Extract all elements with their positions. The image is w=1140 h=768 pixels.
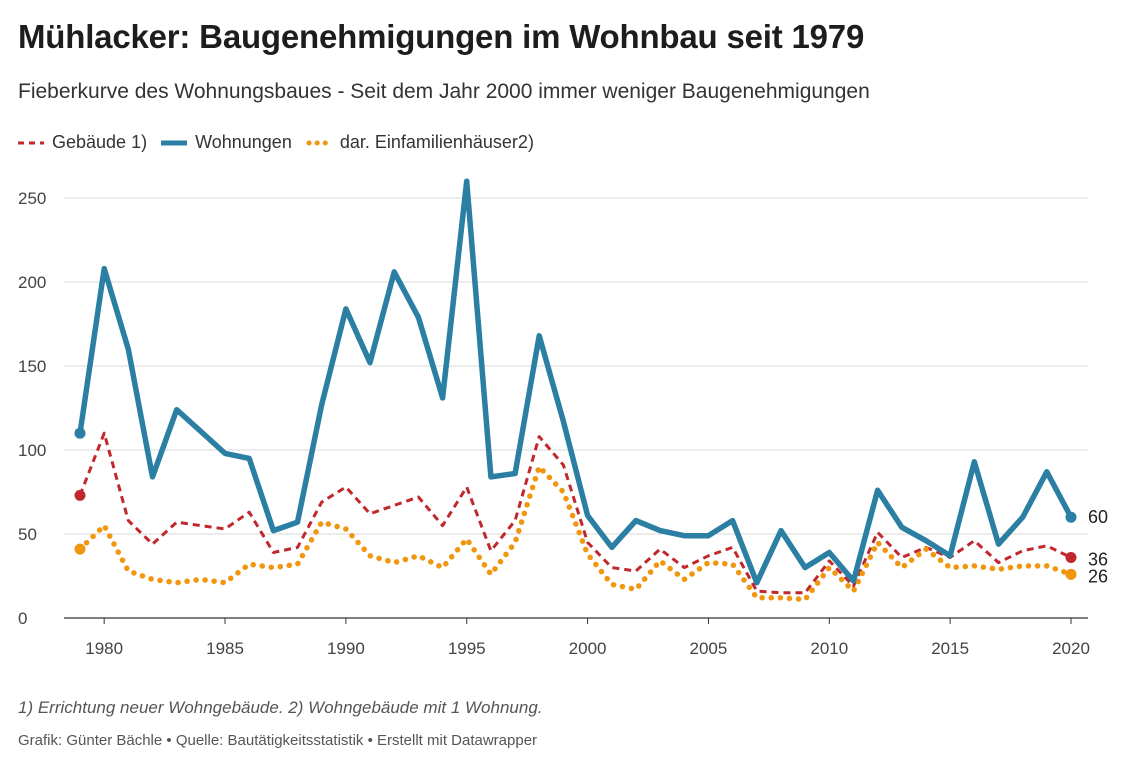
end-label-gebaeude: 36 [1088, 550, 1108, 570]
x-tick-label-2020: 2020 [1052, 639, 1090, 658]
x-tick-label-1995: 1995 [448, 639, 486, 658]
y-tick-label-0: 0 [18, 609, 27, 628]
end-dot-wohnungen [1065, 511, 1077, 523]
legend-swatch-solid [161, 140, 188, 145]
end-dot-gebaeude [1065, 552, 1077, 564]
x-tick-label-1990: 1990 [327, 639, 365, 658]
y-tick-label-50: 50 [18, 525, 37, 544]
x-tick-label-2005: 2005 [690, 639, 728, 658]
legend-label-einfamilienhaeuser: dar. Einfamilienhäuser2) [339, 132, 534, 152]
series-line-gebaeude [78, 431, 1072, 595]
footnote: 1) Errichtung neuer Wohngebäude. 2) Wohn… [18, 698, 543, 717]
legend-swatch-dashed [18, 141, 44, 144]
chart-subtitle: Fieberkurve des Wohnungsbaues - Seit dem… [18, 80, 870, 103]
start-dot-gebaeude [74, 489, 86, 501]
y-tick-label-100: 100 [18, 441, 46, 460]
end-label-wohnungen: 60 [1088, 507, 1108, 527]
legend-item-einfamilienhaeuser: dar. Einfamilienhäuser2) [306, 132, 534, 153]
y-tick-label-150: 150 [18, 357, 46, 376]
y-tick-label-250: 250 [18, 189, 46, 208]
legend-item-gebaeude: Gebäude 1) [18, 132, 147, 153]
start-dot-einfamilienhaeuser [74, 543, 86, 555]
x-tick-label-2015: 2015 [931, 639, 969, 658]
legend-item-wohnungen: Wohnungen [161, 132, 292, 153]
legend-label-gebaeude: Gebäude 1) [52, 132, 148, 152]
legend: Gebäude 1) Wohnungen dar. Einfamilienhäu… [18, 132, 548, 153]
series-line-wohnungen [77, 178, 1074, 586]
legend-label-wohnungen: Wohnungen [195, 132, 292, 152]
series-line-einfamilienhaeuser [77, 464, 1074, 603]
line-chart: 0 50 100 150 200 250 1980 1985 1990 1995 2000 2005 2… [18, 178, 1108, 658]
credit-line: Grafik: Günter Bächle • Quelle: Bautätig… [18, 732, 538, 749]
end-label-einfamilienhaeuser: 26 [1088, 566, 1108, 586]
start-dot-wohnungen [74, 427, 86, 439]
chart-title: Mühlacker: Baugenehmigungen im Wohnbau s… [18, 18, 865, 55]
x-tick-label-1980: 1980 [85, 639, 123, 658]
y-tick-label-200: 200 [18, 273, 46, 292]
x-tick-label-1985: 1985 [206, 639, 244, 658]
x-tick-label-2000: 2000 [569, 639, 607, 658]
x-tick-label-2010: 2010 [810, 639, 848, 658]
end-dot-einfamilienhaeuser [1065, 568, 1077, 580]
